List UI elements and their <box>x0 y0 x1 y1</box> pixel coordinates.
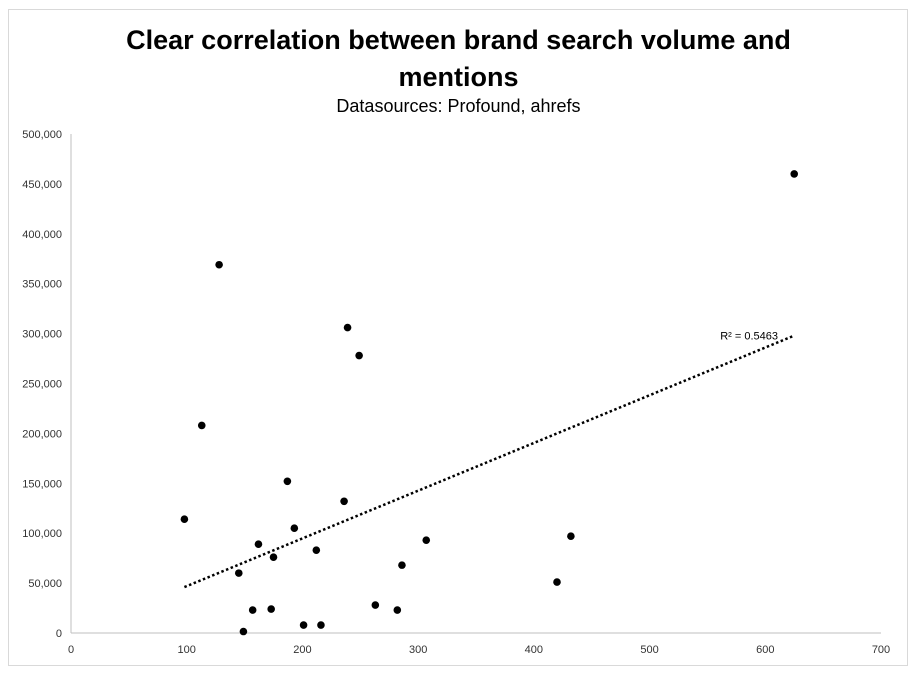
chart-area <box>8 9 908 666</box>
data-point <box>248 606 257 614</box>
data-point <box>553 578 561 586</box>
y-tick-label: 500,000 <box>22 129 62 141</box>
y-tick-label: 300,000 <box>22 329 62 341</box>
y-tick-label: 150,000 <box>22 478 62 490</box>
y-tick-label: 100,000 <box>22 528 62 540</box>
data-point <box>790 170 799 178</box>
data-point <box>312 546 321 554</box>
x-tick-label: 400 <box>525 644 543 656</box>
data-point <box>267 605 275 613</box>
data-point <box>393 606 402 614</box>
x-tick-label: 200 <box>293 644 311 656</box>
data-point <box>254 540 263 548</box>
x-tick-label: 600 <box>756 644 774 656</box>
data-point <box>269 553 278 561</box>
data-point <box>234 569 243 577</box>
x-tick-label: 500 <box>640 644 658 656</box>
data-point <box>567 532 575 540</box>
x-tick-label: 300 <box>409 644 427 656</box>
x-tick-label: 0 <box>68 644 74 656</box>
data-point <box>197 421 206 430</box>
data-point <box>239 627 248 636</box>
data-point <box>340 497 348 506</box>
r-squared-label: R² = 0.5463 <box>720 331 778 343</box>
data-point <box>180 515 189 524</box>
chart-subtitle: Datasources: Profound, ahrefs <box>336 96 581 116</box>
data-point <box>355 351 363 360</box>
x-tick-label: 100 <box>178 644 196 656</box>
trendline <box>183 334 795 589</box>
x-tick-label: 700 <box>872 644 890 656</box>
data-point <box>215 260 223 269</box>
data-point <box>299 621 308 629</box>
data-point <box>283 477 292 486</box>
y-tick-label: 0 <box>56 628 62 640</box>
data-point <box>398 561 406 569</box>
y-tick-label: 400,000 <box>22 229 62 241</box>
y-tick-label: 50,000 <box>28 578 62 590</box>
data-point <box>371 601 380 609</box>
y-tick-label: 250,000 <box>22 379 62 391</box>
chart-title: Clear correlation between brand search v… <box>126 25 791 92</box>
data-point <box>422 536 431 544</box>
y-tick-label: 350,000 <box>22 279 62 291</box>
y-tick-label: 200,000 <box>22 428 62 440</box>
data-point <box>343 323 352 332</box>
data-point <box>290 524 299 533</box>
data-point <box>317 621 325 629</box>
y-tick-label: 450,000 <box>22 179 62 191</box>
